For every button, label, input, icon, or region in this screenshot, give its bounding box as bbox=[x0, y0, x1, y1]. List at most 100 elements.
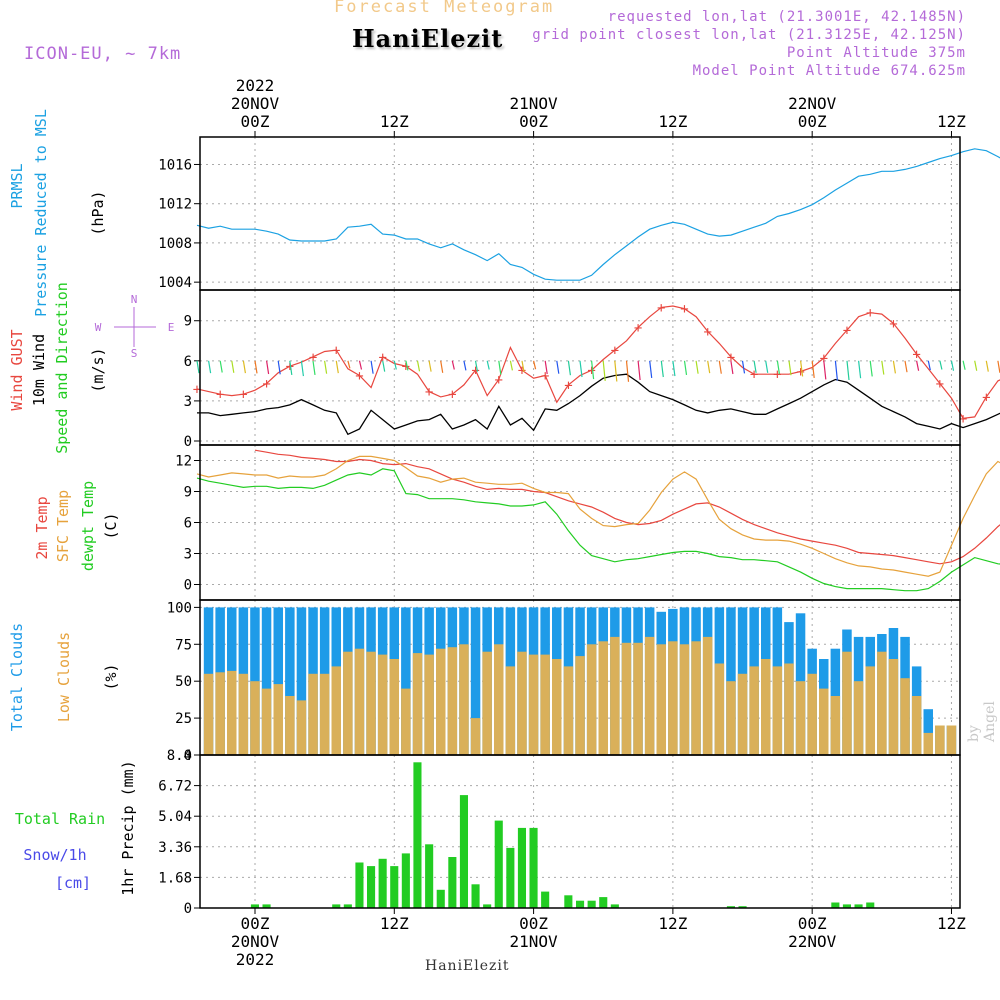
pressure-ytick-label: 1016 bbox=[158, 157, 192, 173]
low-cloud-bar bbox=[285, 696, 295, 755]
gust-marker: + bbox=[866, 306, 874, 322]
wind-direction-arrow bbox=[312, 360, 316, 375]
low-cloud-bar bbox=[644, 636, 655, 755]
wind-direction-arrow bbox=[753, 360, 757, 373]
low-cloud-bar bbox=[494, 644, 504, 755]
low-cloud-bar bbox=[598, 641, 608, 755]
temperature-ytick-label: 6 bbox=[184, 516, 192, 532]
low-cloud-bar bbox=[888, 659, 899, 755]
rain-bar bbox=[436, 889, 445, 908]
wind-direction-arrow bbox=[776, 360, 780, 375]
gust-marker: + bbox=[193, 382, 201, 398]
location-name: HaniElezit bbox=[352, 24, 504, 53]
low-cloud-bar bbox=[296, 700, 307, 755]
grid-point-coordinates: grid point closest lon,lat (21.3125E, 42… bbox=[532, 27, 966, 43]
total-clouds-label: Total Clouds bbox=[8, 623, 26, 731]
temperature-series-line bbox=[196, 468, 1000, 592]
wind-label: 10m Wind bbox=[30, 334, 48, 406]
wind-direction-arrow bbox=[393, 360, 397, 370]
wind-direction-arrow bbox=[335, 360, 339, 374]
low-cloud-bar bbox=[389, 659, 399, 755]
low-cloud-bar bbox=[250, 681, 260, 755]
clouds-ytick-label: 75 bbox=[175, 637, 192, 653]
low-clouds-label: Low Clouds bbox=[55, 632, 73, 722]
rain-bar bbox=[610, 904, 619, 908]
wind-direction-arrow bbox=[927, 360, 931, 371]
low-cloud-bar bbox=[923, 732, 933, 755]
gust-marker: + bbox=[634, 320, 642, 336]
bottom-time-label: 00Z bbox=[241, 914, 270, 933]
bottom-time-label: 22NOV bbox=[788, 932, 837, 951]
low-cloud-bar bbox=[830, 696, 841, 755]
top-time-label: 21NOV bbox=[510, 94, 559, 113]
rain-bar bbox=[448, 857, 457, 908]
wind-direction-arrow bbox=[823, 360, 827, 380]
temperature-ytick-label: 3 bbox=[184, 547, 192, 563]
gust-label: Wind GUST bbox=[8, 329, 26, 410]
wind-direction-arrow bbox=[846, 360, 850, 381]
wind-ytick-label: 3 bbox=[184, 394, 192, 410]
low-cloud-bar bbox=[528, 654, 539, 755]
gust-marker: + bbox=[495, 373, 503, 389]
wind-direction-arrow bbox=[370, 360, 374, 374]
gust-marker: + bbox=[750, 367, 758, 383]
wind-direction-arrow bbox=[556, 360, 560, 374]
low-cloud-bar bbox=[227, 670, 237, 755]
wind-direction-arrow bbox=[962, 360, 966, 370]
wind-direction-arrow bbox=[869, 360, 873, 377]
bottom-time-label: 00Z bbox=[798, 914, 827, 933]
dewpt-label: dewpt Temp bbox=[79, 481, 97, 571]
gust-marker: + bbox=[773, 367, 781, 383]
low-cloud-bar bbox=[517, 651, 527, 755]
top-time-label: 20NOV bbox=[231, 94, 280, 113]
top-time-label: 2022 bbox=[236, 76, 275, 95]
wind-direction-arrow bbox=[231, 360, 235, 373]
precipitation-frame bbox=[199, 754, 961, 909]
compass-north: N bbox=[131, 293, 138, 306]
wind-ytick-label: 6 bbox=[184, 354, 192, 370]
temp-unit: (C) bbox=[102, 512, 120, 539]
low-cloud-bar bbox=[261, 688, 272, 755]
low-cloud-bar bbox=[505, 666, 516, 755]
rain-bar bbox=[854, 904, 863, 908]
wind-direction-arrow bbox=[579, 360, 583, 378]
gust-marker: + bbox=[471, 363, 479, 379]
wind-unit: (m/s) bbox=[89, 347, 107, 392]
gust-marker: + bbox=[796, 365, 804, 381]
low-cloud-bar bbox=[877, 651, 887, 755]
low-cloud-bar bbox=[795, 681, 806, 755]
wind-direction-arrow bbox=[382, 360, 386, 372]
point-altitude: Point Altitude 375m bbox=[786, 45, 966, 61]
wind-direction-arrow bbox=[788, 360, 792, 376]
wind-direction-arrow bbox=[289, 360, 293, 375]
clouds-ytick-label: 50 bbox=[175, 674, 192, 690]
bottom-time-label: 12Z bbox=[658, 914, 687, 933]
rain-bar bbox=[738, 906, 747, 908]
low-cloud-bar bbox=[563, 666, 574, 755]
wind-direction-label: Speed and Direction bbox=[53, 282, 71, 454]
low-cloud-bar bbox=[819, 688, 829, 755]
wind-direction-arrow bbox=[985, 360, 989, 372]
wind-direction-arrow bbox=[672, 360, 676, 377]
wind-direction-arrow bbox=[649, 360, 653, 378]
rain-bar bbox=[866, 902, 875, 908]
author-credit: by Angel bbox=[966, 701, 998, 742]
low-cloud-bar bbox=[911, 696, 922, 755]
gust-marker: + bbox=[587, 363, 595, 379]
low-cloud-bar bbox=[540, 654, 550, 755]
low-cloud-bar bbox=[935, 725, 945, 755]
wind-direction-arrow bbox=[858, 360, 862, 379]
low-cloud-bar bbox=[761, 659, 771, 755]
rain-bar bbox=[517, 827, 526, 908]
gust-marker: + bbox=[959, 411, 967, 427]
low-cloud-bar bbox=[552, 659, 562, 755]
wind-direction-arrow bbox=[509, 360, 513, 371]
rain-bar bbox=[483, 904, 492, 908]
wind-direction-arrow bbox=[730, 360, 734, 375]
wind-direction-arrow bbox=[695, 360, 699, 374]
rain-bar bbox=[541, 891, 550, 908]
temp-label: 2m Temp bbox=[33, 496, 51, 559]
rain-bar bbox=[599, 897, 608, 908]
wind-direction-arrow bbox=[463, 360, 467, 371]
rain-bar bbox=[390, 866, 399, 908]
